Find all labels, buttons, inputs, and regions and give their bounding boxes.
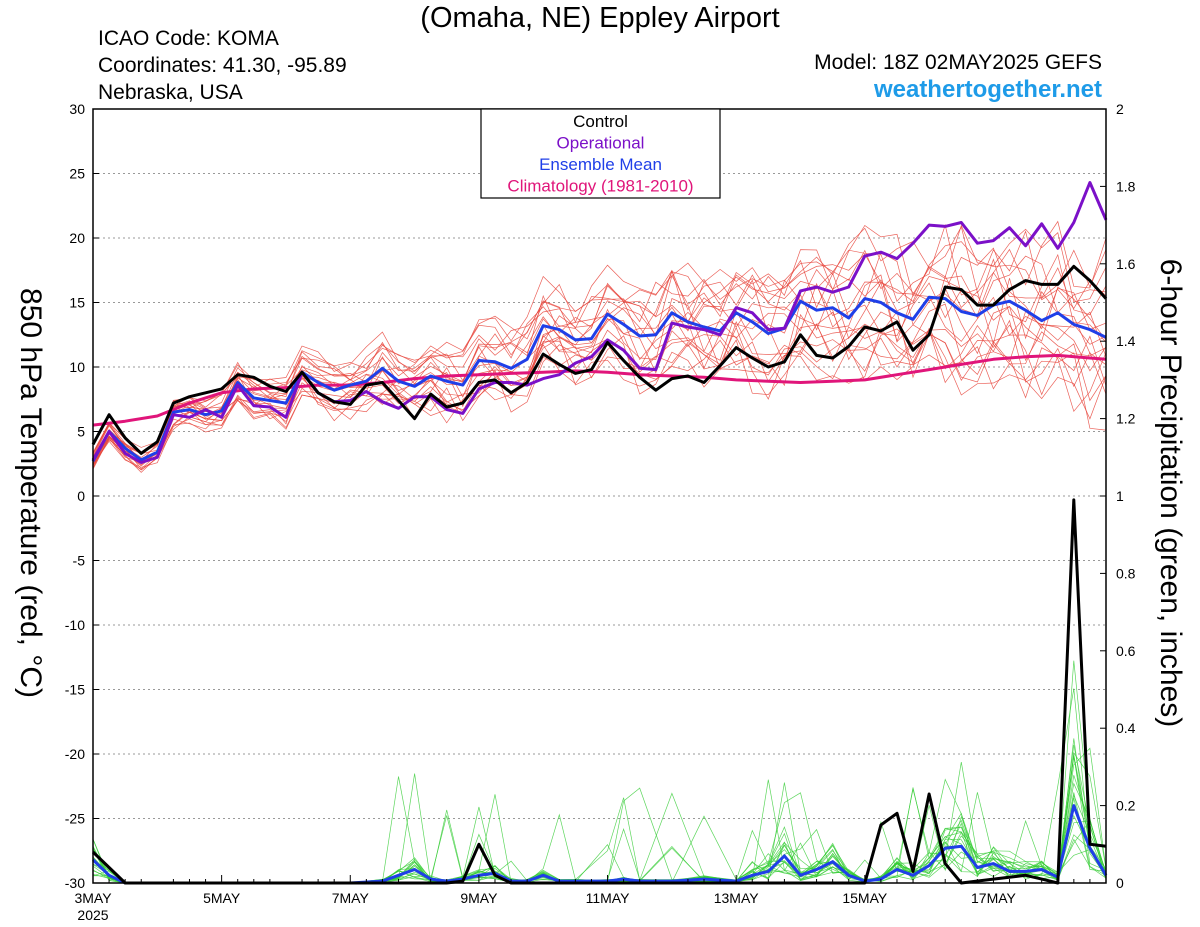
model-run: Model: 18Z 02MAY2025 GEFS bbox=[814, 51, 1102, 74]
operational-line bbox=[91, 181, 1108, 464]
y-tick-label-right: 0.6 bbox=[1116, 643, 1136, 659]
precip-member-line bbox=[92, 688, 1107, 884]
temp-member-line bbox=[92, 282, 1107, 466]
temp-member-line bbox=[92, 313, 1107, 471]
temp-member-line bbox=[92, 323, 1107, 470]
coordinates: Coordinates: 41.30, -95.89 bbox=[98, 54, 347, 77]
y-tick-label-left: -5 bbox=[73, 553, 86, 569]
x-tick-label: 15MAY bbox=[842, 890, 888, 906]
control-line bbox=[91, 264, 1108, 455]
y-tick-label-left: 20 bbox=[69, 230, 85, 246]
precip-member-line bbox=[92, 747, 1107, 884]
legend: Control Operational Ensemble Mean Climatolo… bbox=[480, 108, 721, 199]
precip-member-line bbox=[92, 751, 1107, 884]
y-tick-label-left: 15 bbox=[69, 295, 85, 311]
y-tick-label-left: 5 bbox=[77, 424, 85, 440]
y-tick-label-right: 0.4 bbox=[1116, 720, 1136, 736]
y-tick-label-left: 30 bbox=[69, 101, 85, 117]
x-tick-label: 17MAY bbox=[971, 890, 1017, 906]
temp-members bbox=[92, 220, 1107, 473]
site-name: weathertogether.net bbox=[873, 76, 1102, 103]
y-tick-label-left: 25 bbox=[69, 166, 85, 182]
legend-item-label: Control bbox=[573, 112, 628, 131]
x-tick-label: 13MAY bbox=[714, 890, 760, 906]
chart-title: (Omaha, NE) Eppley Airport bbox=[420, 2, 780, 34]
x-tick-label: 11MAY bbox=[586, 890, 630, 906]
precip-member-line bbox=[92, 660, 1107, 884]
precip-member-line bbox=[92, 775, 1107, 884]
temp-member-line bbox=[92, 224, 1107, 455]
y-tick-label-left: -30 bbox=[65, 875, 85, 891]
y-tick-label-right: 1.6 bbox=[1116, 256, 1136, 272]
y-tick-label-right: 1.2 bbox=[1116, 411, 1136, 427]
temp-member-line bbox=[92, 223, 1107, 454]
ensemble-mean-line bbox=[91, 295, 1107, 462]
x-tick-label: 9MAY bbox=[460, 890, 498, 906]
mean-precip-line bbox=[91, 804, 1108, 885]
y-tick-label-left: 0 bbox=[77, 488, 85, 504]
climatology-line bbox=[92, 353, 1107, 427]
main-series bbox=[91, 181, 1108, 885]
x-tick-label: 5MAY bbox=[203, 890, 241, 906]
y-tick-label-left: -20 bbox=[65, 746, 85, 762]
legend-item-label: Climatology (1981-2010) bbox=[507, 177, 693, 196]
y-tick-label-right: 1.8 bbox=[1116, 178, 1136, 194]
y-tick-label-right: 1 bbox=[1116, 488, 1124, 504]
y-tick-label-right: 2 bbox=[1116, 101, 1124, 117]
icao-code: ICAO Code: KOMA bbox=[98, 27, 279, 50]
y-tick-label-right: 0.8 bbox=[1116, 565, 1136, 581]
y-tick-label-right: 0 bbox=[1116, 875, 1124, 891]
y-tick-label-right: 0.2 bbox=[1116, 798, 1136, 814]
y-tick-label-left: -15 bbox=[65, 682, 85, 698]
precip-member-line bbox=[92, 744, 1107, 884]
x-tick-label: 3MAY bbox=[74, 890, 112, 906]
y-tick-label-left: -10 bbox=[65, 617, 85, 633]
grid-lines bbox=[93, 173, 1106, 819]
precip-member-line bbox=[92, 738, 1107, 884]
temp-member-line bbox=[92, 326, 1107, 473]
temp-member-line bbox=[92, 327, 1107, 471]
y-tick-label-left: -25 bbox=[65, 811, 85, 827]
temp-member-line bbox=[92, 275, 1107, 461]
x-tick-sublabel: 2025 bbox=[77, 907, 108, 923]
axes-ticks: 302520151050-5-10-15-20-25-3021.81.61.41… bbox=[65, 101, 1136, 923]
precip-members bbox=[92, 660, 1107, 884]
y-tick-label-left: 10 bbox=[69, 359, 85, 375]
precip-member-line bbox=[92, 776, 1107, 884]
region: Nebraska, USA bbox=[98, 81, 243, 104]
x-tick-label: 7MAY bbox=[332, 890, 370, 906]
y-tick-label-right: 1.4 bbox=[1116, 333, 1136, 349]
temp-member-line bbox=[92, 220, 1107, 453]
legend-item-label: Operational bbox=[557, 134, 645, 153]
legend-box bbox=[480, 108, 721, 199]
legend-item-label: Ensemble Mean bbox=[539, 155, 662, 174]
